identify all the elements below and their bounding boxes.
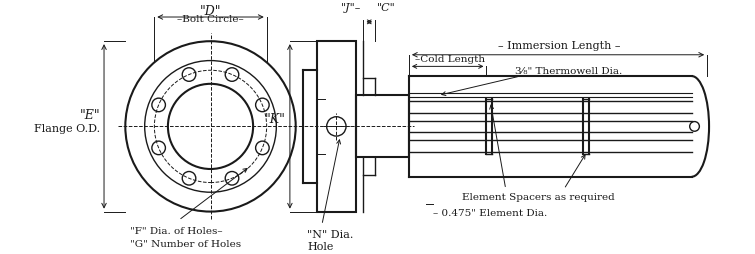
Text: Flange O.D.: Flange O.D. xyxy=(34,124,100,134)
Text: "D": "D" xyxy=(200,5,221,18)
Bar xyxy=(356,96,409,158)
Bar xyxy=(317,42,356,212)
Text: –Bolt Circle–: –Bolt Circle– xyxy=(177,15,244,24)
Text: – 0.475" Element Dia.: – 0.475" Element Dia. xyxy=(433,208,547,217)
Text: "C": "C" xyxy=(377,3,396,13)
Text: "G" Number of Holes: "G" Number of Holes xyxy=(130,239,242,248)
Text: –Cold Length: –Cold Length xyxy=(414,54,485,63)
Text: "K": "K" xyxy=(265,113,286,126)
Text: – Immersion Length –: – Immersion Length – xyxy=(498,41,621,51)
Text: "F" Dia. of Holes–: "F" Dia. of Holes– xyxy=(130,226,223,235)
Text: 3⁄₈" Thermowell Dia.: 3⁄₈" Thermowell Dia. xyxy=(516,67,623,76)
Text: "N" Dia.: "N" Dia. xyxy=(307,229,353,239)
Text: Element Spacers as required: Element Spacers as required xyxy=(462,193,615,201)
Text: "E": "E" xyxy=(79,109,100,122)
Text: "J"–: "J"– xyxy=(341,3,362,13)
Text: Hole: Hole xyxy=(307,241,334,251)
